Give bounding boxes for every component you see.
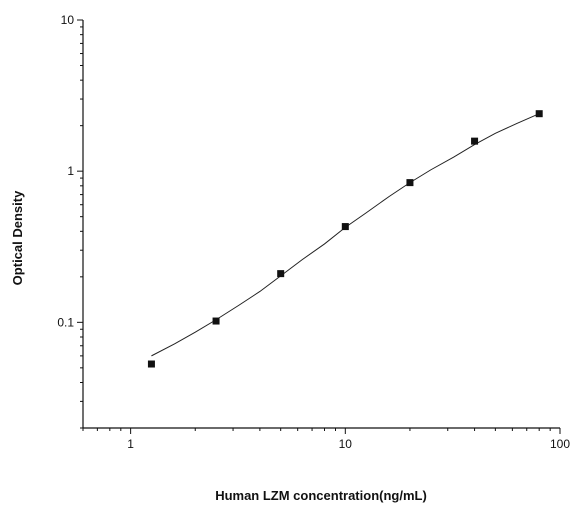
x-axis-ticks: 1 10 100 bbox=[82, 428, 570, 451]
data-point bbox=[341, 223, 349, 231]
data-point bbox=[471, 137, 479, 145]
x-tick-label: 1 bbox=[127, 437, 134, 451]
data-point bbox=[277, 270, 285, 278]
y-tick-label: 10 bbox=[61, 13, 75, 27]
plot-frame bbox=[82, 20, 560, 429]
y-tick-label: 1 bbox=[67, 164, 74, 178]
data-point bbox=[147, 360, 155, 368]
data-point bbox=[406, 179, 414, 187]
x-tick-label: 10 bbox=[339, 437, 353, 451]
y-axis-ticks: 0.1 1 10 bbox=[57, 13, 83, 429]
data-point bbox=[212, 317, 220, 325]
fit-curve bbox=[151, 113, 540, 357]
x-tick-label: 100 bbox=[550, 437, 570, 451]
x-axis-title: Human LZM concentration(ng/mL) bbox=[215, 488, 427, 503]
y-axis-title: Optical Density bbox=[10, 190, 25, 285]
y-tick-label: 0.1 bbox=[57, 315, 74, 329]
data-point bbox=[535, 110, 543, 118]
data-points bbox=[147, 110, 543, 368]
